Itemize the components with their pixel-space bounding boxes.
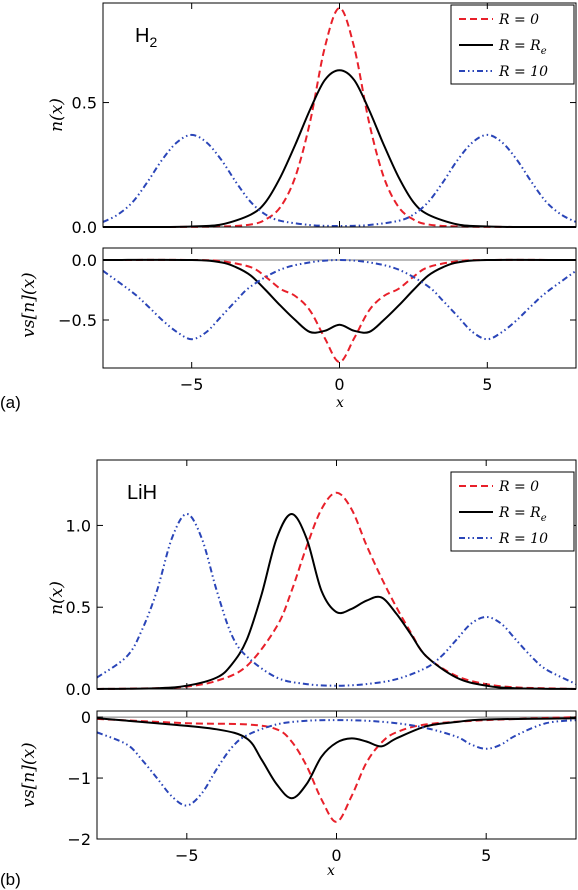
legend-a-label-re: R = Re (498, 38, 547, 57)
ylabel-b-potential: vs[n](x) (19, 742, 39, 807)
y-tick-label-a-density: 0.5 (72, 94, 97, 113)
x-ticks-a: −5 0 5 (180, 3, 492, 394)
series-line-b-potential-re (96, 717, 577, 800)
ylabel-a-potential: vs[n](x) (19, 272, 39, 337)
y-tick-label-b-potential: −1 (67, 769, 91, 788)
x-tick-label-a-potential: 5 (482, 375, 492, 394)
series-line-a-density-re (102, 69, 577, 229)
x-ticks-b: −5 0 5 (175, 460, 491, 865)
series-line-a-density-r0 (102, 6, 577, 229)
plot-b-density-series (96, 491, 577, 690)
panel-a-potential: 0.0 −0.5 −5 0 5 vs[n](x) x (a) (0, 3, 577, 412)
legend-b: R = 0 R = Re R = 10 (450, 471, 575, 552)
y-ticks-a-potential: 0.0 −0.5 (58, 251, 576, 330)
panel-tag-b: (b) (0, 870, 21, 889)
x-tick-label-a-potential: −5 (180, 375, 204, 394)
series-line-b-density-re (96, 512, 577, 690)
xlabel-a: x (336, 395, 344, 411)
y-tick-label-a-density: 0.0 (72, 218, 97, 237)
plot-a-potential-frame (102, 247, 577, 369)
ylabel-b-density: n(x) (47, 581, 67, 615)
molecule-label-a: H2 (135, 25, 157, 50)
series-line-b-density-r10 (96, 512, 577, 687)
plot-b-potential-series (96, 716, 577, 823)
plot-b-potential-frame (96, 710, 577, 840)
y-tick-label-b-density: 1.0 (66, 516, 91, 535)
series-line-b-potential-r0 (96, 716, 577, 823)
panel-tag-a: (a) (0, 393, 21, 412)
series-line-a-potential-r10 (102, 258, 577, 341)
x-tick-label-b-potential: 5 (481, 846, 491, 865)
x-tick-label-a-potential: 0 (334, 375, 344, 394)
molecule-label-b: LiH (127, 482, 157, 504)
y-ticks-b-potential: 0 −1 −2 (67, 708, 576, 849)
x-tick-label-b-potential: −5 (175, 846, 199, 865)
legend-b-label-re: R = Re (498, 505, 547, 524)
y-tick-label-b-density: 0.0 (66, 680, 91, 699)
panel-b-potential: 0 −1 −2 −5 0 5 vs[n](x) x (b) (0, 460, 577, 889)
ylabel-a-density: n(x) (47, 98, 67, 132)
legend-b-label-r0: R = 0 (498, 479, 539, 495)
y-tick-label-b-density: 0.5 (66, 598, 91, 617)
y-tick-label-a-potential: 0.0 (72, 251, 97, 270)
series-line-b-density-r0 (96, 491, 577, 690)
x-tick-label-b-potential: 0 (331, 846, 341, 865)
xlabel-b: x (327, 863, 335, 879)
y-ticks-b-density: 0.0 0.5 1.0 (66, 516, 576, 699)
y-ticks-a-density: 0.0 0.5 (72, 94, 576, 237)
legend-a: R = 0 R = Re R = 10 (450, 4, 575, 85)
series-line-a-density-r10 (102, 133, 577, 228)
series-line-a-potential-re (102, 258, 577, 334)
series-line-a-potential-r0 (102, 258, 577, 364)
series-line-b-potential-r10 (96, 719, 577, 807)
legend-a-label-r10: R = 10 (498, 64, 548, 80)
y-tick-label-b-potential: 0 (81, 708, 91, 727)
plot-a-potential-series (102, 258, 577, 364)
y-tick-label-b-potential: −2 (67, 830, 91, 849)
y-tick-label-a-potential: −0.5 (58, 311, 97, 330)
legend-b-label-r10: R = 10 (498, 531, 548, 547)
panel-a-density: 0.0 0.5 H2 n(x) R = 0 R = Re R = 10 (47, 2, 577, 237)
plot-a-density-series (102, 6, 577, 229)
legend-a-label-r0: R = 0 (498, 12, 539, 28)
panel-b-density: 0.0 0.5 1.0 LiH n(x) R = 0 R = Re R = 10 (47, 459, 577, 699)
